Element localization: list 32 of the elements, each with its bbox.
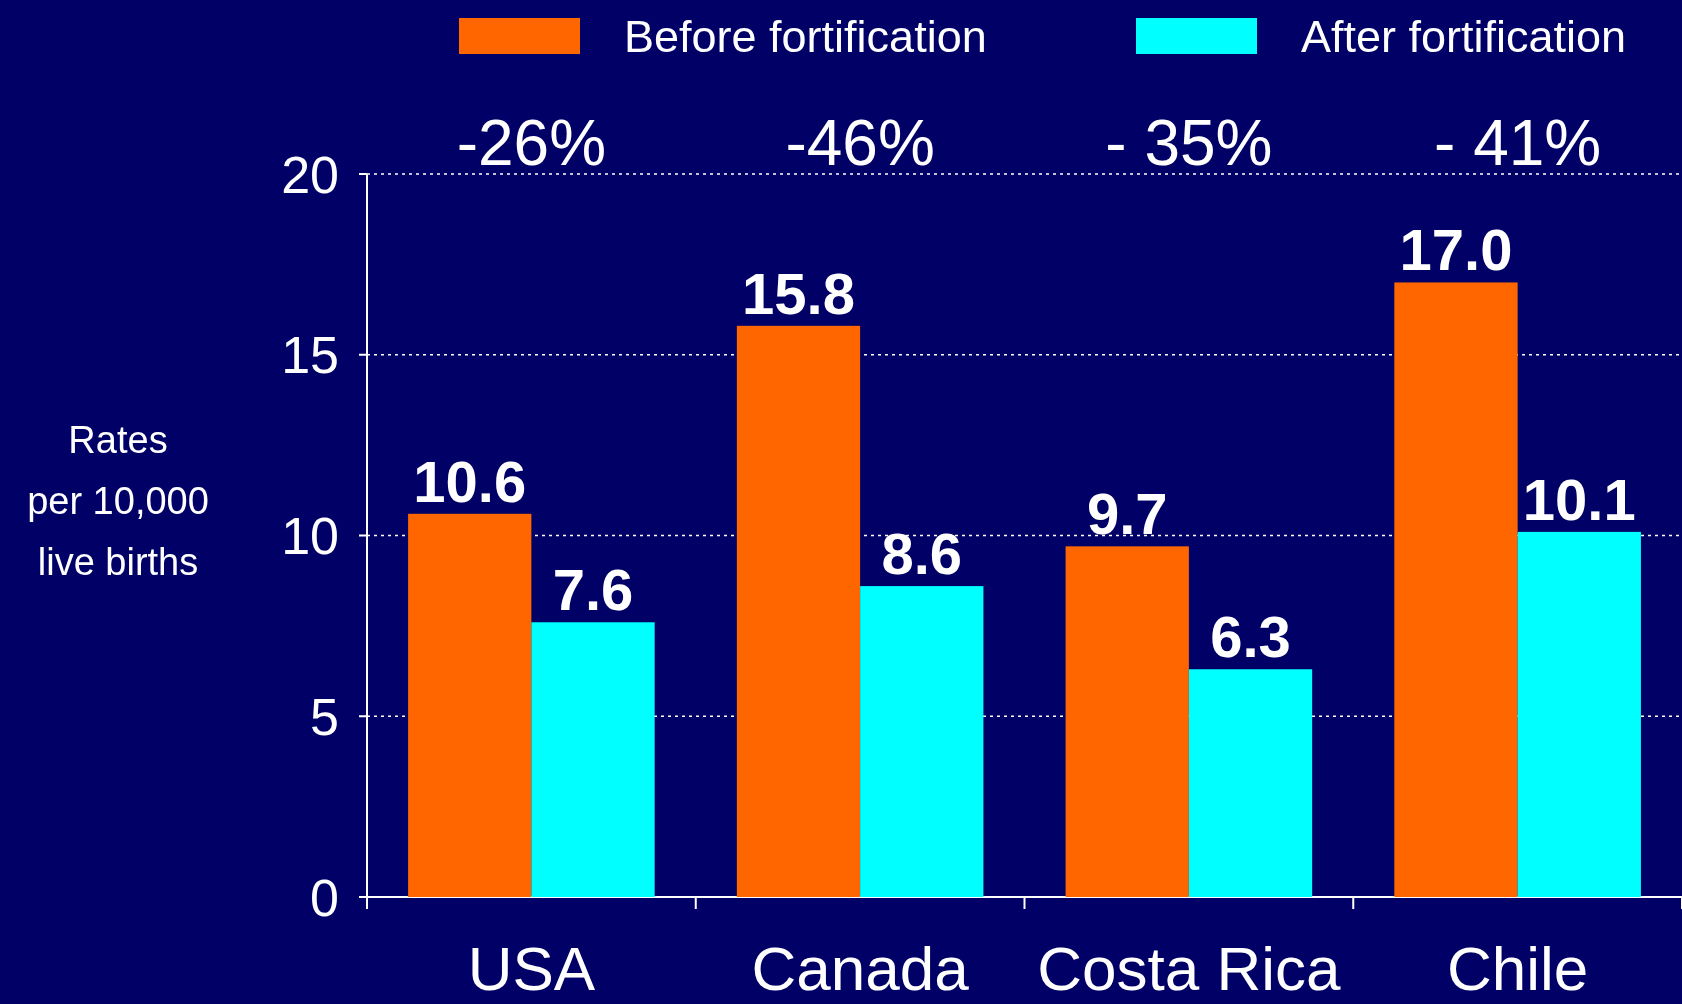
x-tick-label: Chile <box>1446 934 1589 1003</box>
annotation: -26% <box>456 107 607 179</box>
text: 15.8 <box>742 260 855 326</box>
annotation: - 35% <box>1105 107 1273 179</box>
y-axis-title: Rates per 10,000 live births <box>27 419 209 583</box>
bar <box>1065 546 1189 897</box>
text: 6.3 <box>1210 604 1291 670</box>
y-tick-label: 0 <box>310 868 339 927</box>
x-tick-label: USA <box>467 934 596 1003</box>
legend-label: Before fortification <box>624 11 987 63</box>
annotation: -46% <box>785 107 935 179</box>
text: 8.6 <box>881 521 963 587</box>
text: 10.1 <box>1522 466 1636 532</box>
annotation: - 41% <box>1434 107 1602 179</box>
bar <box>1394 282 1518 897</box>
text: 9.7 <box>1086 481 1168 547</box>
legend-label: After fortification <box>1301 11 1627 63</box>
text: 10.6 <box>413 448 527 514</box>
y-tick-label: 10 <box>281 507 339 566</box>
bar <box>1517 531 1641 897</box>
bar <box>531 622 655 897</box>
x-tick-label: Canada <box>751 934 970 1003</box>
bar <box>860 586 984 897</box>
text: 7.6 <box>552 557 634 623</box>
y-tick-label: 15 <box>281 326 339 385</box>
bar <box>1188 669 1313 897</box>
x-tick-label: Costa Rica <box>1037 934 1341 1003</box>
y-tick-label: 5 <box>310 687 339 746</box>
bar <box>408 513 532 897</box>
bar <box>736 325 861 897</box>
y-tick-label: 20 <box>281 145 339 204</box>
text: 17.0 <box>1399 217 1513 283</box>
